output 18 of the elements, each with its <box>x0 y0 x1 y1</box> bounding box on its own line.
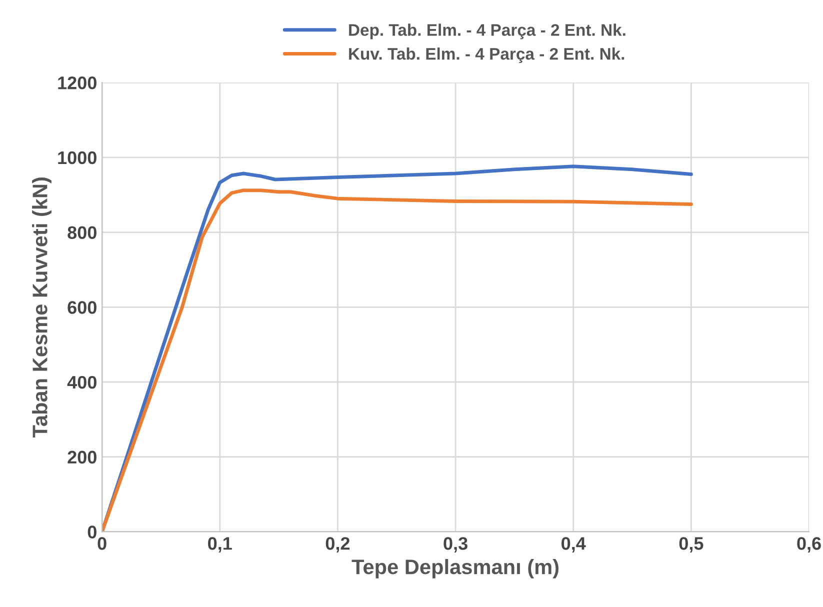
legend-label: Dep. Tab. Elm. - 4 Parça - 2 Ent. Nk. <box>349 24 626 40</box>
x-tick-label: 0,6 <box>797 537 821 552</box>
legend-label: Kuv. Tab. Elm. - 4 Parça - 2 Ent. Nk. <box>349 48 624 64</box>
y-tick-label: 800 <box>68 226 96 239</box>
y-tick-label: 1000 <box>58 151 96 164</box>
y-tick-label: 200 <box>68 450 96 464</box>
y-tick-label: 400 <box>67 376 96 389</box>
x-tick-label: 0 <box>98 537 106 550</box>
y-tick-label: 600 <box>68 301 96 314</box>
y-tick-label: 0 <box>88 526 96 538</box>
x-tick-label: 0,3 <box>444 537 468 552</box>
y-tick-label: 1200 <box>58 76 96 90</box>
x-tick-label: 0,4 <box>562 537 586 552</box>
x-axis-title: Tepe Deplasmanı (m) <box>352 558 559 578</box>
y-axis-title: Taban Kesme Kuvveti (kN) <box>32 178 52 438</box>
x-tick-label: 0,5 <box>679 537 704 552</box>
x-tick-label: 0,1 <box>208 537 232 552</box>
x-tick-label: 0,2 <box>326 537 350 552</box>
